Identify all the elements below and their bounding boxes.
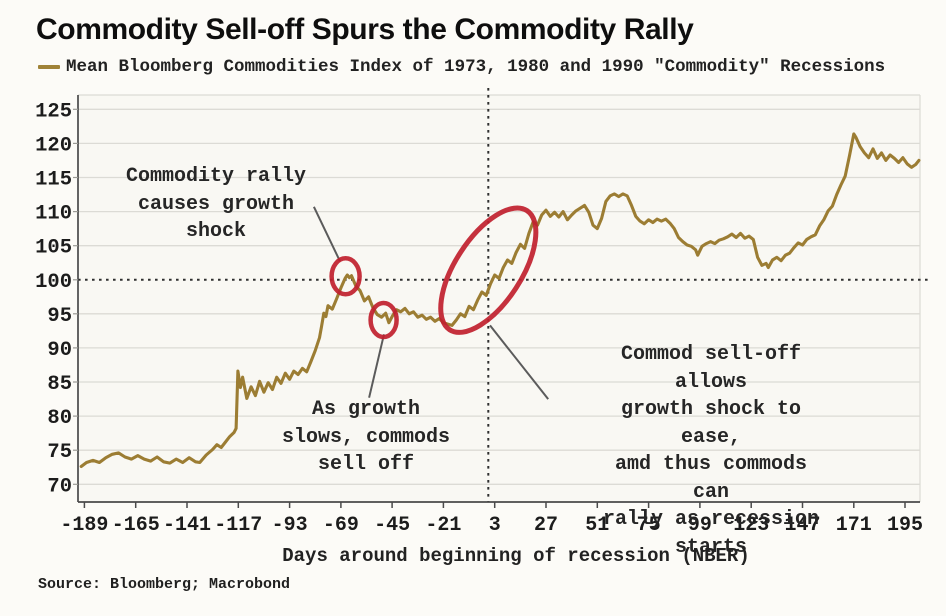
- page-title: Commodity Sell-off Spurs the Commodity R…: [36, 13, 694, 46]
- y-tick-label: 70: [47, 475, 72, 498]
- y-tick-label: 100: [35, 271, 72, 294]
- series-line-commodities-index: [79, 132, 921, 469]
- x-tick-label: 27: [534, 514, 558, 537]
- x-tick-label: 75: [637, 514, 661, 537]
- x-tick-label: -93: [272, 514, 308, 537]
- x-tick-label: -21: [425, 514, 461, 537]
- x-tick-label: -189: [60, 514, 108, 537]
- highlight-ellipse-1: [329, 256, 362, 297]
- x-tick-label: -141: [163, 514, 211, 537]
- source-note: Source: Bloomberg; Macrobond: [38, 576, 291, 593]
- x-tick-label: -69: [323, 514, 359, 537]
- y-tick-label: 90: [47, 339, 72, 362]
- plot-area: [78, 95, 920, 502]
- x-tick-label: 123: [733, 514, 769, 537]
- legend: Mean Bloomberg Commodities Index of 1973…: [38, 57, 885, 77]
- x-axis-title: Days around beginning of recession (NBER…: [282, 545, 750, 567]
- annotation-leader-line-2: [368, 334, 385, 398]
- y-tick-label: 80: [47, 407, 72, 430]
- annotation-commod-selloff: Commod sell-off allows growth shock to e…: [602, 343, 820, 559]
- y-tick-label: 115: [35, 169, 72, 192]
- y-tick-label: 75: [47, 441, 72, 464]
- highlight-ellipse-3: [438, 205, 539, 335]
- x-tick-label: 51: [585, 514, 609, 537]
- x-tick-label: -117: [214, 514, 262, 537]
- annotation-leader-line-3: [489, 324, 549, 400]
- x-tick-label: 3: [489, 514, 501, 537]
- legend-line-marker-icon: [38, 65, 60, 69]
- annotation-leader-line-1: [312, 206, 341, 262]
- y-tick-label: 120: [35, 134, 72, 157]
- y-tick-label: 85: [47, 373, 72, 396]
- annotation-growth-slows: As growth slows, commods sell off: [281, 398, 451, 476]
- y-tick-label: 125: [35, 100, 72, 123]
- x-tick-label: 99: [688, 514, 712, 537]
- x-tick-label: -45: [374, 514, 410, 537]
- x-tick-label: 195: [887, 514, 923, 537]
- x-tick-label: -165: [112, 514, 160, 537]
- x-tick-label: 171: [836, 514, 872, 537]
- highlight-ellipse-2: [368, 300, 399, 340]
- annotation-commodity-rally: Commodity rally causes growth shock: [125, 165, 307, 243]
- y-tick-label: 95: [47, 305, 72, 328]
- y-tick-label: 110: [35, 203, 72, 226]
- y-tick-label: 105: [35, 237, 72, 260]
- x-tick-label: 147: [784, 514, 820, 537]
- legend-label: Mean Bloomberg Commodities Index of 1973…: [66, 57, 886, 77]
